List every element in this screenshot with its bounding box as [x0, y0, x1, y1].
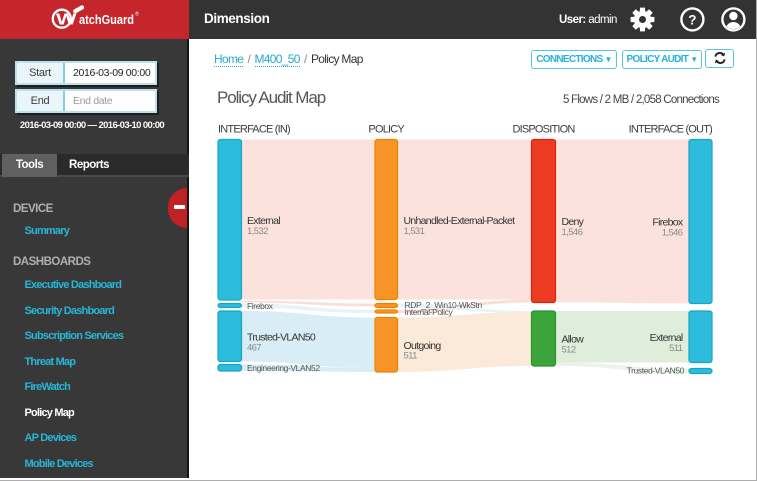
svg-text:1,546: 1,546 — [662, 228, 683, 239]
svg-text:External: External — [650, 332, 683, 344]
svg-text:INTERFACE (OUT): INTERFACE (OUT) — [629, 124, 712, 136]
svg-text:1,546: 1,546 — [562, 227, 583, 238]
svg-text:Unhandled-External-Packet: Unhandled-External-Packet — [404, 215, 516, 227]
svg-text:®: ® — [135, 11, 139, 18]
svg-text:511: 511 — [669, 343, 683, 354]
svg-text:512: 512 — [562, 345, 576, 356]
svg-text:511: 511 — [404, 351, 418, 362]
svg-text:DISPOSITION: DISPOSITION — [512, 124, 575, 136]
svg-text:Firebox: Firebox — [247, 301, 274, 311]
svg-text:Engineering-VLAN52: Engineering-VLAN52 — [247, 363, 320, 373]
svg-text:atchGuard: atchGuard — [79, 13, 134, 27]
svg-text:INTERFACE (IN): INTERFACE (IN) — [218, 124, 290, 136]
svg-text:467: 467 — [247, 343, 261, 354]
svg-text:Firebox: Firebox — [652, 217, 684, 229]
svg-text:External: External — [247, 215, 280, 227]
svg-text:1,532: 1,532 — [247, 226, 268, 237]
svg-text:RDP_2_Win10-WkStn: RDP_2_Win10-WkStn — [405, 300, 483, 310]
svg-text:?: ? — [688, 12, 696, 27]
svg-text:Outgoing: Outgoing — [404, 340, 442, 352]
svg-text:Trusted-VLAN50: Trusted-VLAN50 — [247, 332, 316, 344]
svg-text:Deny: Deny — [562, 216, 585, 228]
svg-text:Internal-Policy: Internal-Policy — [405, 307, 454, 317]
svg-text:1,531: 1,531 — [404, 226, 425, 237]
svg-text:Allow: Allow — [562, 334, 585, 346]
svg-text:W: W — [56, 11, 78, 28]
svg-text:Trusted-VLAN50: Trusted-VLAN50 — [627, 365, 685, 375]
svg-text:POLICY: POLICY — [368, 124, 405, 136]
